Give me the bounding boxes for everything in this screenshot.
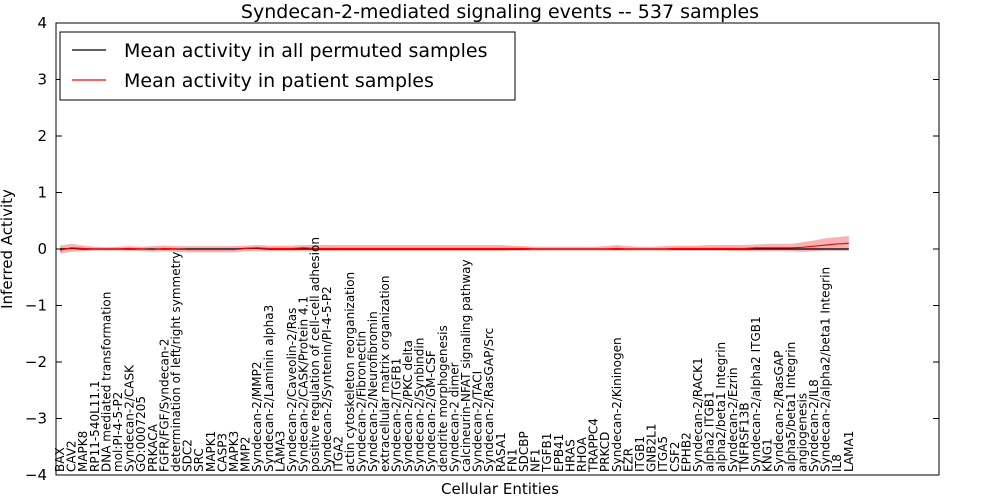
category-label: actin cytoskeleton reorganization	[343, 272, 357, 472]
category-label: Syndecan-2/GM-CSF	[424, 350, 438, 472]
category-label: extracellular matrix organization	[378, 276, 392, 473]
category-label: TGFB1	[540, 433, 554, 473]
legend-box	[59, 31, 516, 101]
legend-label-permuted: Mean activity in all permuted samples	[124, 40, 487, 62]
chart-title: Syndecan-2-mediated signaling events -- …	[241, 1, 759, 23]
y-axis-ticks: 4 3 2 1 0 −1 −2 −3 −4	[25, 14, 939, 484]
category-label: Syndecan-2/TACI	[471, 371, 485, 472]
category-label: EPB41	[552, 434, 566, 472]
category-label: RASA1	[494, 432, 508, 472]
category-label: Syndecan-2/PKC delta	[401, 340, 415, 472]
y-tick-label: 1	[37, 184, 47, 202]
category-label: IL8	[830, 454, 844, 472]
category-label: LAMA3	[273, 431, 287, 472]
category-label: Syndecan-2/Laminin alpha3	[262, 305, 276, 472]
x-axis-label: Cellular Entities	[441, 480, 559, 498]
category-label: SDCBP	[517, 431, 531, 472]
y-tick-label: 3	[37, 71, 47, 89]
category-label: CSF2	[668, 441, 682, 472]
series-lines	[59, 242, 849, 251]
category-label: Syndecan-2/Synbindin	[413, 338, 427, 472]
y-tick-label: −2	[25, 353, 47, 371]
category-label: PRKACA	[146, 423, 160, 472]
confidence-bands	[60, 236, 849, 254]
category-label: Syndecan-2/MMP2	[250, 362, 264, 472]
category-label: MAPK1	[204, 431, 218, 472]
category-label: mol:PI-4-5-P2	[111, 392, 125, 472]
category-label: Syndecan-2/Caveolin-2/Ras	[285, 308, 299, 472]
y-tick-label: 4	[37, 14, 47, 32]
category-label: alpha2 ITGB1	[703, 391, 717, 472]
category-label: GO:0007205	[134, 396, 148, 472]
y-tick-label: 2	[37, 127, 47, 145]
category-label: Syndecan-2/RasGAP/Src	[482, 328, 496, 472]
category-label: Syndecan-2/CASK	[123, 364, 137, 472]
category-label: EZR	[621, 448, 635, 472]
category-label: Syndecan-2/Syntenin/PI-4-5-P2	[320, 286, 334, 472]
patient-band	[60, 236, 849, 254]
category-label: TRAPPC4	[587, 418, 601, 473]
category-label: Syndecan-2/IL8	[807, 379, 821, 472]
legend-label-patient: Mean activity in patient samples	[124, 70, 434, 92]
category-label: Syndecan-2 dimer	[447, 362, 461, 472]
category-label: MAPK8	[76, 431, 90, 472]
category-label: Syndecan-2/Kininogen	[610, 337, 624, 472]
y-tick-label: 0	[37, 240, 47, 258]
category-label: calcineurin-NFAT signaling pathway	[459, 259, 473, 472]
category-label: Syndecan-2/TGFB1	[389, 358, 403, 472]
plot-frame	[55, 22, 940, 476]
category-label: LAMA1	[842, 431, 856, 472]
category-label: KNG1	[761, 438, 775, 472]
category-label: Syndecan-2/Fibronectin	[355, 331, 369, 472]
category-label: PRKCD	[598, 432, 612, 472]
category-label: CAV2	[65, 440, 79, 472]
category-label: Syndecan-2/alpha2 ITGB1	[749, 316, 763, 472]
category-label: HRAS	[563, 439, 577, 472]
category-label: Syndecan-2/Neurofibromin	[366, 311, 380, 472]
y-axis-label: Inferred Activity	[0, 189, 16, 309]
category-label: ITGA5	[656, 436, 670, 472]
category-label: dendrite morphogenesis	[436, 325, 450, 472]
category-label: GNB2L1	[645, 424, 659, 472]
category-label: Syndecan-2/CASK/Protein 4.1	[297, 296, 311, 472]
category-label: EPHB2	[679, 432, 693, 472]
category-label: CASP3	[215, 433, 229, 472]
category-label: positive regulation of cell-cell adhesio…	[308, 237, 322, 472]
category-label: FGFR/FGF/Syndecan-2	[157, 339, 171, 472]
category-label: Syndecan-2/Ezrin	[726, 367, 740, 472]
category-label: alpha5/beta1 Integrin	[784, 342, 798, 472]
y-tick-label: −4	[25, 466, 47, 484]
legend: Mean activity in all permuted samples Me…	[59, 31, 516, 101]
y-tick-label: −3	[25, 410, 47, 428]
category-label: Syndecan-2/RasGAP	[772, 351, 786, 472]
category-label: angiogenesis	[795, 393, 809, 472]
category-label: Syndecan-2/alpha2/beta1 Integrin	[819, 267, 833, 472]
category-label: Syndecan-2/RACK1	[691, 357, 705, 472]
category-label: alpha2/beta1 Integrin	[714, 342, 728, 472]
category-label: MAPK3	[227, 431, 241, 472]
category-label: RHOA	[575, 436, 589, 472]
y-tick-label: −1	[25, 297, 47, 315]
category-label: SRC	[192, 448, 206, 472]
category-label: MMP2	[239, 436, 253, 472]
category-label: SDC2	[181, 439, 195, 472]
category-label: FN1	[505, 448, 519, 472]
category-label: ITGB1	[633, 436, 647, 472]
category-label: TNFRSF13B	[737, 402, 751, 473]
category-label: ITGA2	[331, 436, 345, 472]
category-label: RP11-540L11.1	[88, 381, 102, 472]
category-label: NF1	[529, 448, 543, 472]
category-label: determination of left/right symmetry	[169, 252, 183, 472]
series-line-patient	[59, 242, 849, 251]
category-label: DNA mediated transformation	[99, 292, 113, 472]
